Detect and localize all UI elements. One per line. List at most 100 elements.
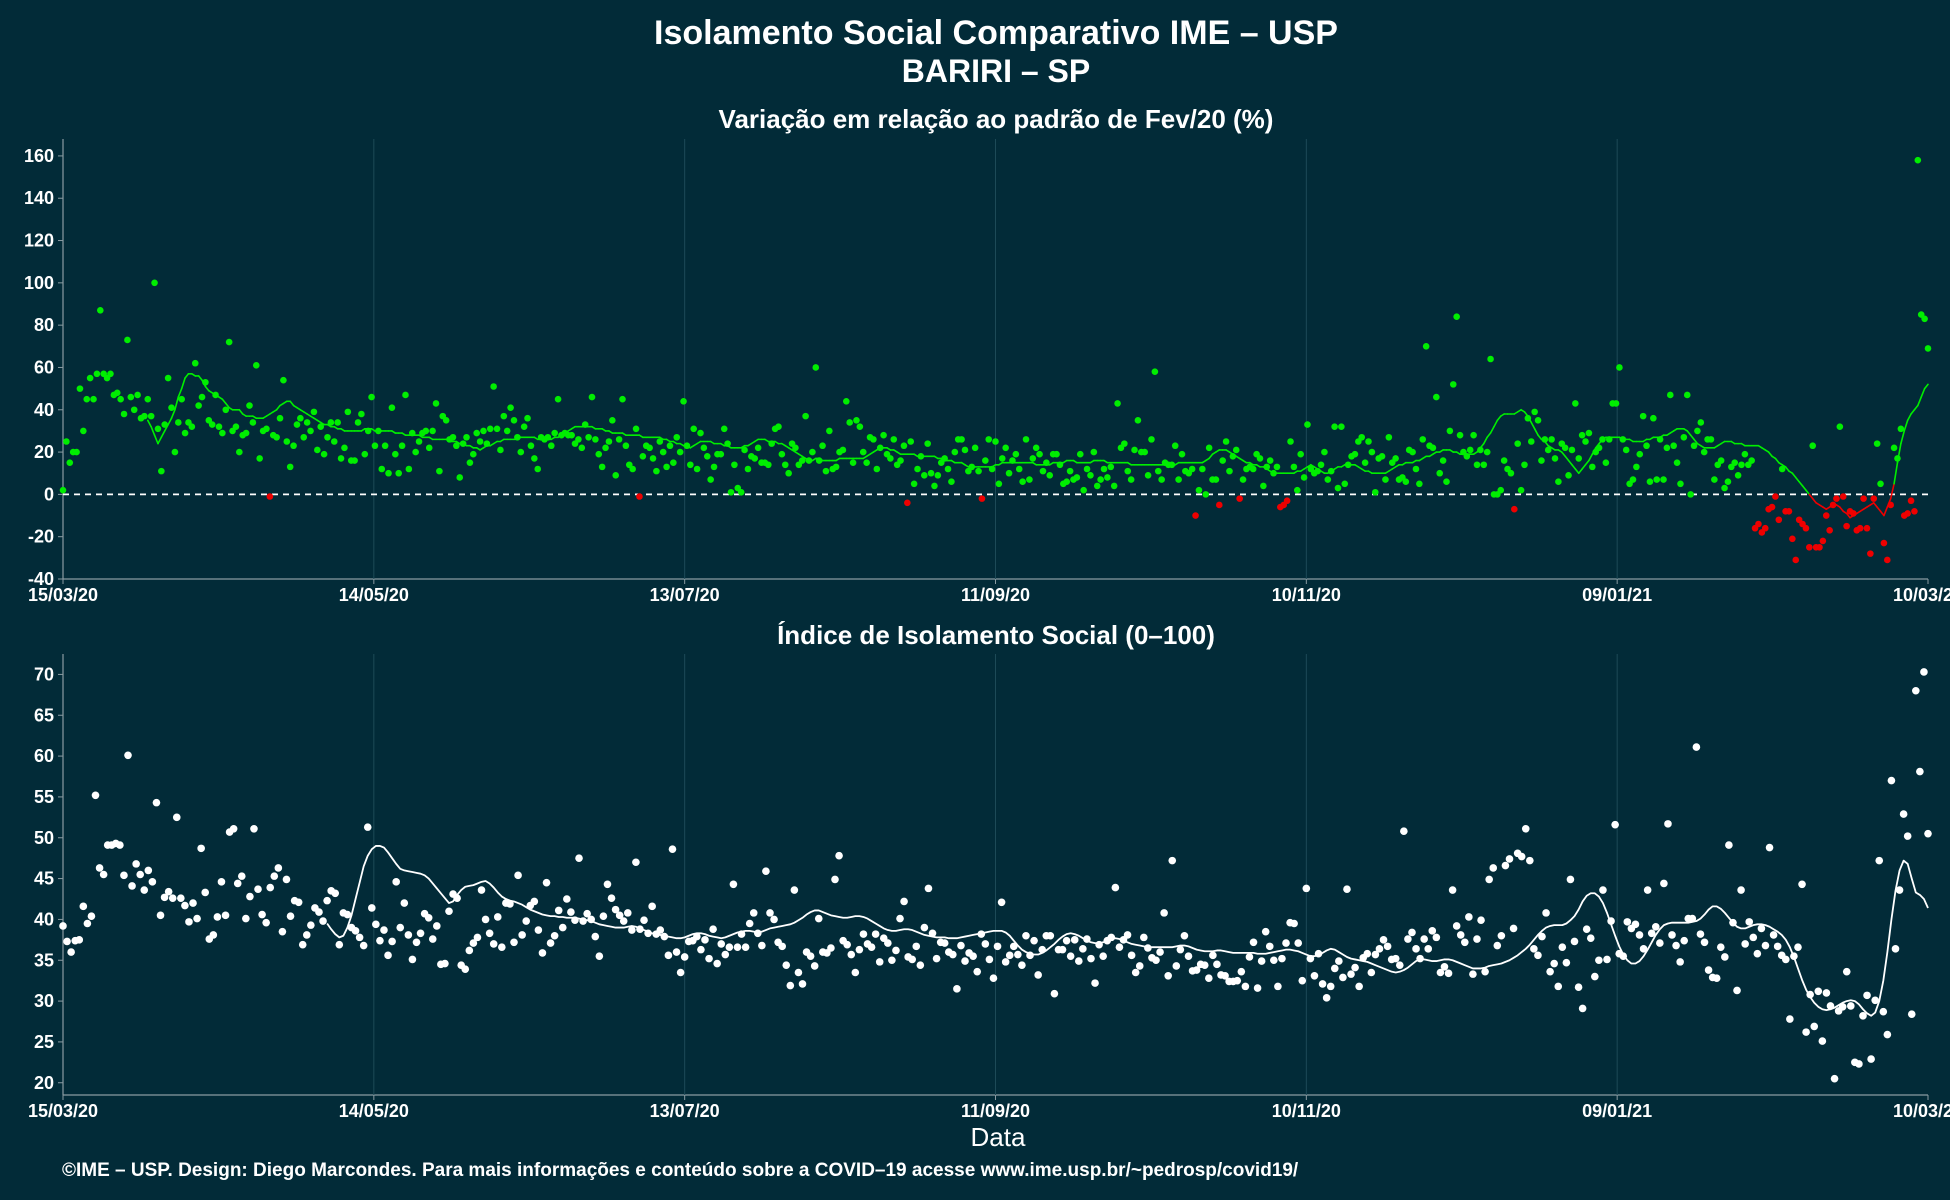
variation-data-point bbox=[1466, 446, 1474, 454]
variation-data-point bbox=[1114, 400, 1121, 407]
index-y-tick-label: 25 bbox=[34, 1032, 54, 1052]
index-data-point bbox=[1660, 879, 1668, 888]
index-data-point bbox=[1310, 971, 1319, 980]
variation-x-tick-label: 13/07/20 bbox=[650, 585, 720, 605]
index-data-point bbox=[550, 931, 559, 940]
variation-data-point bbox=[120, 410, 128, 418]
variation-moving-average-segment bbox=[1584, 459, 1590, 466]
variation-data-point bbox=[605, 438, 613, 445]
credit-footer: ©IME – USP. Design: Diego Marcondes. Par… bbox=[62, 1160, 1299, 1181]
variation-data-point bbox=[1724, 478, 1732, 485]
index-data-point bbox=[270, 872, 279, 880]
variation-data-point bbox=[1741, 450, 1749, 458]
index-data-point bbox=[1891, 945, 1900, 953]
variation-data-point bbox=[168, 404, 175, 411]
variation-data-point bbox=[1351, 450, 1359, 458]
variation-data-point bbox=[592, 436, 599, 443]
variation-data-point bbox=[449, 433, 457, 441]
variation-moving-average-segment bbox=[1567, 459, 1573, 466]
variation-data-point bbox=[1151, 368, 1159, 375]
variation-data-point bbox=[1585, 429, 1593, 437]
variation-moving-average-segment bbox=[153, 434, 159, 445]
index-data-point bbox=[1075, 957, 1083, 965]
variation-data-point bbox=[1385, 433, 1393, 441]
variation-data-point bbox=[1666, 391, 1674, 399]
index-data-point bbox=[1521, 824, 1530, 833]
index-data-point bbox=[1245, 953, 1254, 961]
variation-data-point bbox=[663, 463, 670, 471]
variation-moving-average-segment bbox=[1591, 447, 1597, 455]
variation-moving-average-segment bbox=[1774, 457, 1780, 464]
variation-data-point bbox=[1907, 497, 1915, 505]
variation-data-point bbox=[802, 412, 809, 420]
index-data-point bbox=[1461, 938, 1469, 947]
index-data-point bbox=[1887, 776, 1896, 785]
variation-data-point bbox=[707, 476, 714, 483]
variation-data-point bbox=[1107, 463, 1115, 471]
index-data-point bbox=[87, 912, 96, 920]
variation-data-point bbox=[1124, 467, 1132, 475]
index-data-point bbox=[307, 921, 315, 929]
variation-moving-average-segment bbox=[146, 419, 152, 428]
variation-data-point bbox=[775, 423, 782, 430]
variation-data-point bbox=[900, 442, 908, 450]
variation-data-point bbox=[1110, 482, 1118, 490]
variation-data-point bbox=[1582, 438, 1589, 445]
variation-data-point bbox=[1293, 486, 1301, 494]
variation-data-point bbox=[822, 467, 830, 475]
variation-data-point bbox=[1097, 476, 1104, 483]
index-data-point bbox=[1180, 931, 1189, 940]
variation-data-point bbox=[615, 436, 623, 443]
variation-data-point bbox=[1093, 482, 1101, 490]
variation-data-point bbox=[130, 406, 138, 414]
index-data-point bbox=[542, 878, 551, 887]
variation-moving-average-segment bbox=[1544, 440, 1550, 447]
variation-data-point bbox=[490, 383, 497, 390]
variation-data-point bbox=[812, 364, 820, 371]
index-data-point bbox=[1091, 979, 1099, 987]
variation-data-point bbox=[1456, 431, 1464, 439]
variation-data-point bbox=[215, 423, 223, 430]
variation-data-point bbox=[527, 442, 535, 450]
variation-data-point bbox=[985, 436, 993, 443]
index-x-tick-label: 10/03/21 bbox=[1893, 1101, 1950, 1121]
variation-data-point bbox=[425, 444, 433, 452]
index-data-point bbox=[814, 914, 823, 923]
variation-data-point bbox=[473, 429, 480, 437]
index-data-point bbox=[1924, 829, 1932, 838]
index-data-point bbox=[1526, 856, 1534, 865]
variation-moving-average-segment bbox=[160, 430, 166, 439]
index-data-point bbox=[766, 909, 774, 917]
variation-moving-average-segment bbox=[1805, 489, 1811, 496]
index-data-point bbox=[871, 930, 880, 938]
index-data-point bbox=[648, 902, 656, 911]
variation-data-point bbox=[293, 421, 301, 428]
index-data-point bbox=[1688, 914, 1697, 923]
index-data-point bbox=[1631, 920, 1640, 929]
variation-data-point bbox=[1650, 414, 1657, 422]
index-data-point bbox=[619, 917, 628, 925]
index-data-point bbox=[315, 908, 323, 916]
index-data-point bbox=[189, 899, 197, 907]
variation-data-point bbox=[1700, 448, 1708, 456]
index-data-point bbox=[1761, 941, 1770, 950]
index-data-point bbox=[124, 751, 132, 760]
index-data-point bbox=[595, 952, 604, 960]
variation-data-point bbox=[1683, 391, 1691, 399]
index-data-point bbox=[1058, 945, 1067, 954]
index-data-point bbox=[1802, 1028, 1810, 1036]
variation-data-point bbox=[1921, 315, 1928, 323]
variation-data-point bbox=[1053, 450, 1060, 458]
index-data-point bbox=[713, 959, 721, 968]
index-data-point bbox=[867, 943, 876, 951]
variation-data-point bbox=[1148, 436, 1155, 443]
index-data-point bbox=[530, 897, 539, 906]
index-data-point bbox=[1538, 932, 1546, 941]
index-data-point bbox=[246, 892, 254, 901]
index-data-point bbox=[1485, 875, 1493, 884]
variation-data-point bbox=[839, 446, 847, 454]
variation-data-point bbox=[1602, 459, 1610, 466]
variation-data-point bbox=[609, 417, 616, 424]
index-data-point bbox=[1473, 935, 1481, 943]
variation-moving-average-segment bbox=[1903, 419, 1909, 432]
